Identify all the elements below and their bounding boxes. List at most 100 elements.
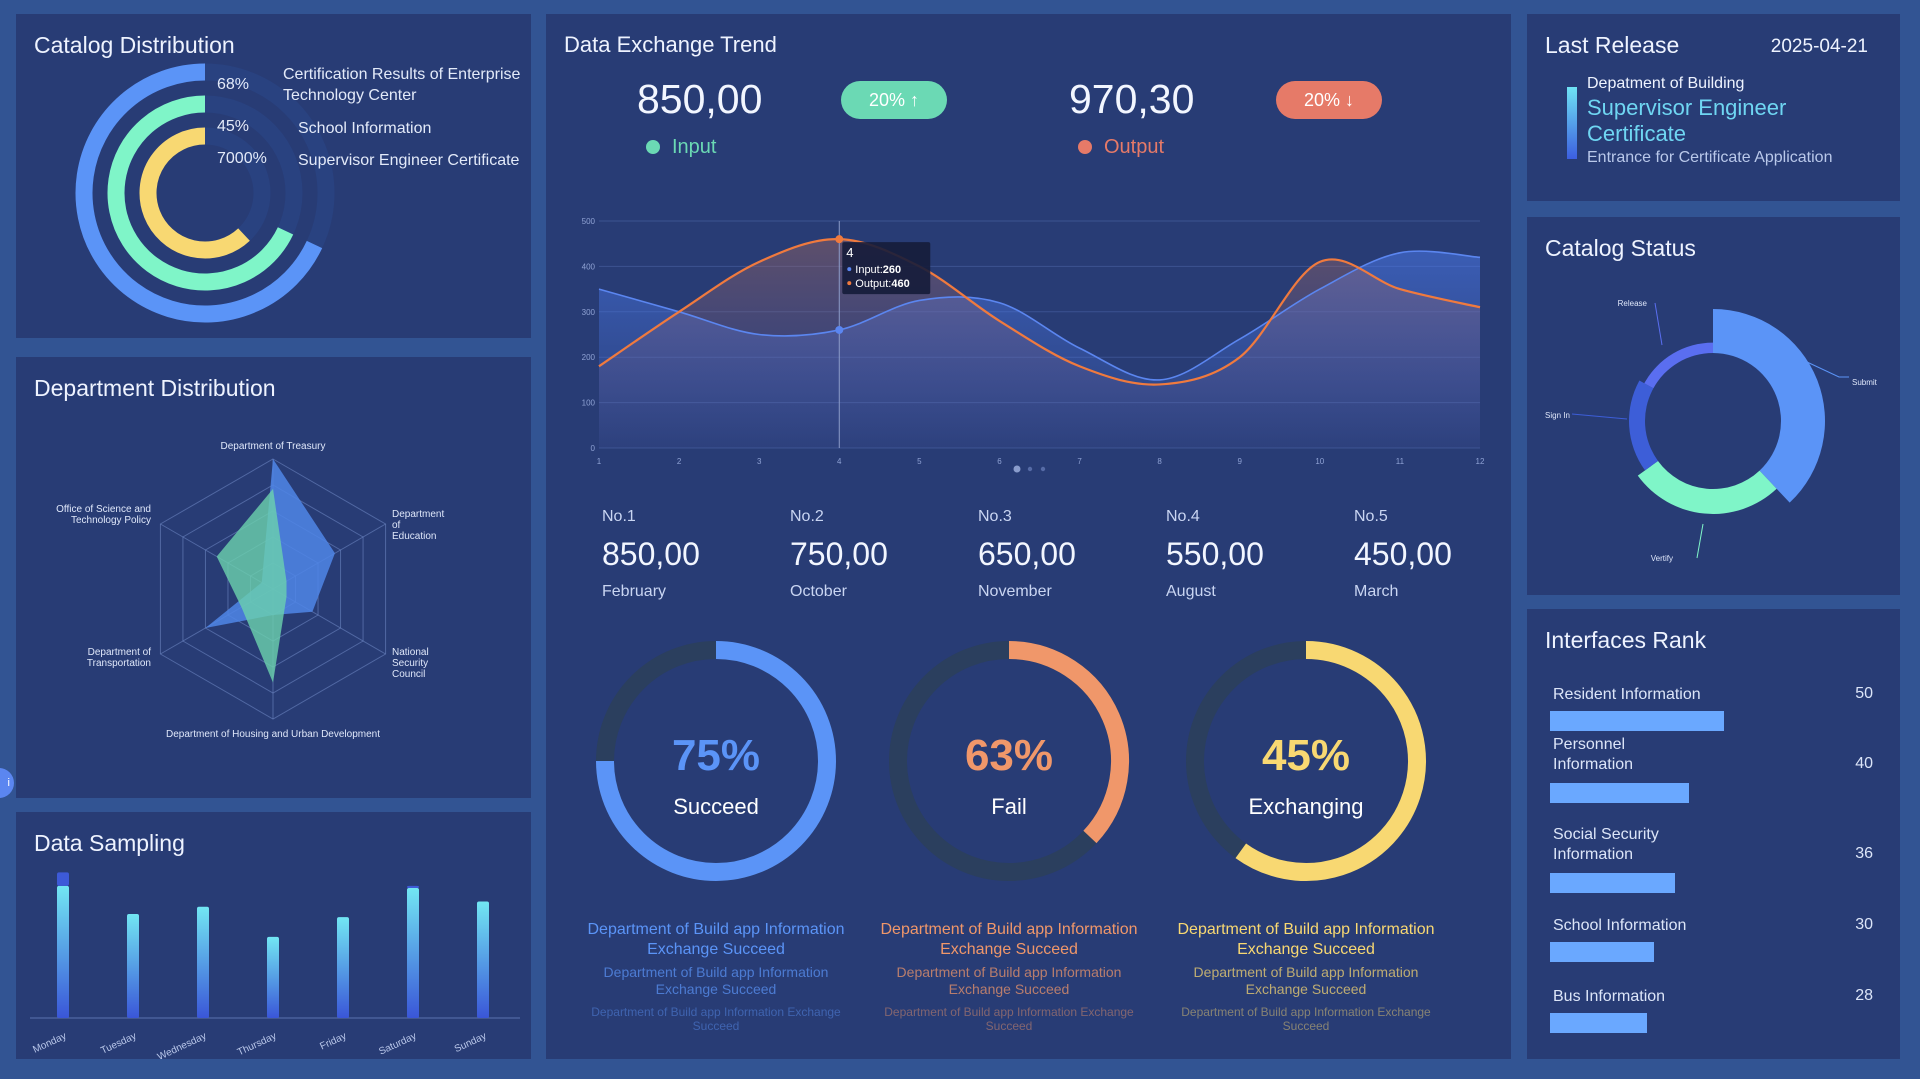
interface-count: 30 (1855, 916, 1873, 933)
release-accent-bar (1567, 87, 1577, 159)
interface-bar (1550, 783, 1690, 803)
gauge-label: Exchanging (1248, 794, 1364, 819)
donut-slice-vertify (1637, 460, 1777, 514)
y-tick-label: 300 (582, 308, 596, 317)
gauge-progress-arc (1235, 641, 1426, 881)
radar-indicator-label: National Security Council (392, 647, 429, 680)
sampling-bar (477, 901, 489, 1018)
tooltip-marker (847, 281, 852, 286)
gauge-percent: 75% (671, 731, 761, 780)
catalog-legend-name: Certification Results of Enterprise Tech… (283, 66, 521, 104)
tooltip-box (842, 242, 931, 295)
y-tick-label: 0 (591, 444, 596, 453)
sampling-category-label: Sunday (453, 1031, 488, 1055)
output-legend-dot (1078, 140, 1092, 154)
gauge-ring (889, 641, 1129, 881)
sampling-category-label: Saturday (377, 1031, 418, 1058)
sampling-category-label: Monday (31, 1031, 68, 1056)
release-certificate-link[interactable]: Supervisor Engineer Certificate (1587, 95, 1787, 146)
donut-slice-label: Release (1618, 299, 1648, 308)
output-total-value: 970,30 (1069, 76, 1195, 122)
y-tick-label: 500 (582, 217, 596, 226)
data-sampling-title: Data Sampling (34, 830, 185, 856)
input-legend[interactable]: Input (646, 136, 716, 159)
ranking-month: October (790, 583, 847, 600)
interface-count: 40 (1855, 755, 1873, 772)
y-tick-label: 200 (582, 353, 596, 362)
ranking-item: No.2 750,00 October (790, 508, 940, 601)
x-tick-label: 2 (677, 457, 682, 466)
ranking-value: 450,00 (1354, 536, 1452, 572)
gauge-description-secondary: Department of Build app Information Exch… (1193, 964, 1419, 997)
interface-name: Resident Information (1553, 686, 1701, 703)
gauge-description-tertiary: Department of Build app Information Exch… (884, 1005, 1134, 1033)
radar-indicator-label: Office of Science and Technology Policy (56, 504, 151, 526)
gauge-label: Fail (991, 794, 1027, 819)
x-tick-label: 12 (1476, 457, 1485, 466)
x-tick-label: 6 (997, 457, 1002, 466)
radar-indicator-label: Department of Treasury (220, 441, 325, 452)
ranking-item: No.5 450,00 March (1354, 508, 1504, 601)
x-tick-label: 1 (597, 457, 602, 466)
sampling-category-label: Friday (318, 1031, 348, 1053)
sampling-bar (267, 936, 279, 1018)
donut-slice-submit (1713, 309, 1825, 503)
chart-pager-dot[interactable] (1027, 466, 1033, 472)
output-change-badge: 20% ↓ (1276, 81, 1382, 119)
sampling-category-label: Wednesday (156, 1031, 208, 1059)
gauge-ring (596, 641, 836, 881)
interface-name: Personnel Information (1553, 736, 1634, 773)
department-distribution-panel: Department Distribution Department of Tr… (16, 357, 531, 798)
ranking-month: March (1354, 583, 1399, 600)
donut-slice-sign-in (1629, 380, 1658, 471)
last-release-panel: Last Release 2025-04-21 Depatment of Bui… (1527, 14, 1900, 201)
sampling-bar-cap (407, 885, 419, 888)
x-tick-label: 9 (1238, 457, 1243, 466)
chart-pager-dot[interactable] (1013, 465, 1021, 473)
ranking-value: 850,00 (602, 536, 700, 572)
tooltip-point-input (835, 325, 844, 334)
sampling-bar (57, 885, 69, 1018)
x-tick-label: 4 (837, 457, 842, 466)
donut-label-line (1806, 361, 1849, 378)
catalog-status-panel: Catalog Status Submit Vertify Sign In Relea… (1527, 217, 1900, 595)
interface-count: 28 (1855, 987, 1873, 1004)
input-legend-dot (646, 140, 660, 154)
release-entrance-link[interactable]: Entrance for Certificate Application (1587, 149, 1833, 166)
donut-slice-label: Vertify (1651, 554, 1673, 563)
x-tick-label: 8 (1157, 457, 1162, 466)
gauge-label: Succeed (673, 794, 759, 819)
tooltip-row: Input:260 (855, 264, 901, 276)
ranking-number: No.2 (790, 508, 824, 525)
catalog-legend-pct: 68% (217, 76, 250, 93)
gauge-description-primary: Department of Build app Information Exch… (880, 921, 1138, 958)
output-legend[interactable]: Output (1078, 136, 1164, 159)
tooltip-point-output (835, 235, 844, 244)
radar-series-series-b (216, 488, 287, 683)
ranking-value: 650,00 (978, 536, 1076, 572)
department-distribution-title: Department Distribution (34, 375, 276, 401)
data-exchange-trend-title: Data Exchange Trend (564, 32, 777, 57)
input-total-value: 850,00 (637, 76, 763, 122)
gauge-exchanging: 45% Exchanging Department of Build app I… (1166, 639, 1446, 1059)
ranking-number: No.5 (1354, 508, 1388, 525)
sampling-category-label: Thursday (236, 1031, 278, 1059)
gauge-description-secondary: Department of Build app Information Exch… (896, 964, 1122, 997)
output-legend-label: Output (1104, 136, 1165, 158)
catalog-legend-name: Supervisor Engineer Certificate (298, 152, 520, 169)
interface-count: 36 (1855, 845, 1873, 862)
x-tick-label: 11 (1396, 457, 1405, 466)
radar-indicator-label: Department of Housing and Urban Developm… (166, 729, 380, 740)
interface-name: Bus Information (1553, 988, 1666, 1005)
catalog-status-title: Catalog Status (1545, 235, 1696, 261)
catalog-ring-arc (75, 63, 323, 323)
radar-indicator-label: Department of Transportation (87, 647, 151, 669)
radar-indicator-label: Department of Education (392, 509, 444, 542)
side-panel-toggle[interactable]: i (0, 768, 14, 798)
donut-label-line (1696, 523, 1704, 559)
sampling-category-label: Tuesday (99, 1031, 138, 1057)
series-line-input (598, 250, 1481, 381)
chart-pager-dot[interactable] (1040, 466, 1046, 472)
